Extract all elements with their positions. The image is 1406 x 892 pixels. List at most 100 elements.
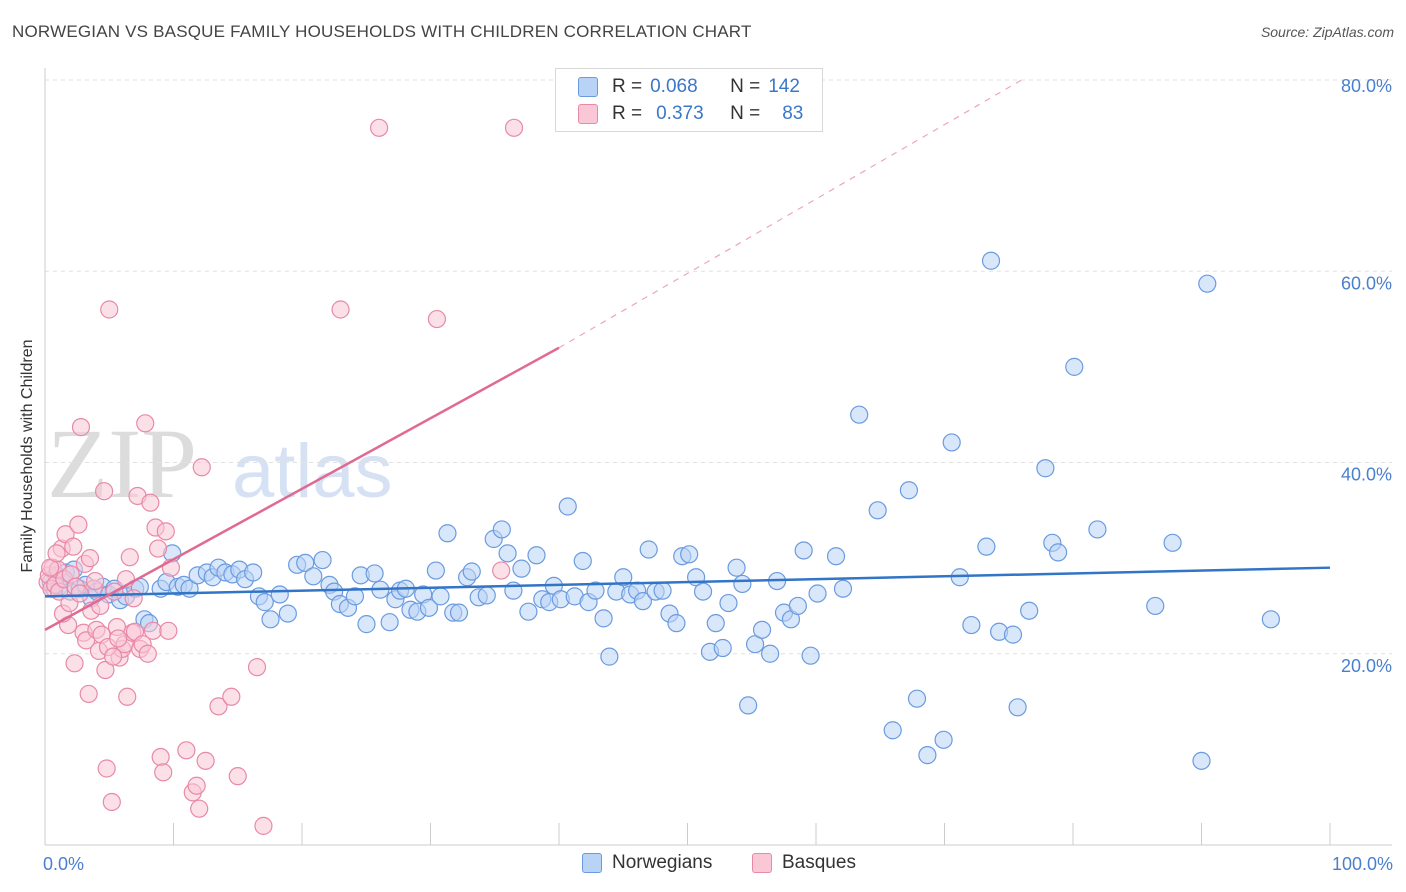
basque-point xyxy=(159,621,178,640)
norwegian-point xyxy=(261,610,280,629)
norwegian-point xyxy=(868,501,887,520)
basque-point xyxy=(143,621,163,640)
norwegian-point xyxy=(1146,596,1165,616)
basques-trend-line xyxy=(44,346,560,631)
legend-label-norwegians: Norwegians xyxy=(612,852,713,873)
basque-point xyxy=(70,584,89,603)
norwegian-point xyxy=(1163,533,1182,552)
basque-point xyxy=(65,654,84,673)
norwegians-trend-line xyxy=(44,566,1331,598)
norwegian-point xyxy=(713,638,732,658)
norwegians-legend-icon xyxy=(582,853,602,873)
norwegian-point xyxy=(365,564,384,583)
norwegian-point xyxy=(296,553,315,573)
r-label: R = xyxy=(612,76,643,97)
norwegian-point xyxy=(357,615,376,634)
legend-row-basques: R = 0.373 N = 83 xyxy=(578,101,803,127)
norwegian-point xyxy=(527,546,546,565)
basque-point xyxy=(97,759,116,778)
n-value: 83 xyxy=(782,103,804,124)
norwegian-point xyxy=(788,596,807,616)
norwegian-point xyxy=(808,584,827,603)
norwegian-point xyxy=(586,581,605,600)
norwegian-point xyxy=(431,587,450,606)
norwegian-point xyxy=(883,721,902,740)
norwegian-point xyxy=(1198,274,1217,293)
norwegian-point xyxy=(706,614,725,633)
basque-point xyxy=(492,561,511,580)
basque-point xyxy=(190,799,209,818)
basque-point xyxy=(148,539,168,558)
source-label: Source: ZipAtlas.com xyxy=(1260,24,1394,40)
norwegian-point xyxy=(426,561,445,580)
basque-point xyxy=(95,482,114,501)
legend-item-basques: Basques xyxy=(752,852,856,874)
norwegian-point xyxy=(918,746,937,765)
basque-point xyxy=(104,647,123,666)
norwegians-swatch-icon xyxy=(578,77,598,97)
r-label: R = xyxy=(612,103,643,124)
basque-point xyxy=(209,697,228,716)
basque-point xyxy=(124,589,143,608)
norwegian-point xyxy=(850,405,869,424)
y-tick-label: 60.0% xyxy=(1341,273,1392,293)
y-tick-label: 20.0% xyxy=(1341,656,1392,676)
basque-point xyxy=(151,747,170,767)
norwegian-point xyxy=(833,579,853,598)
norwegian-point xyxy=(1020,601,1039,620)
norwegian-point xyxy=(573,551,592,571)
norwegian-point xyxy=(255,593,274,612)
norwegian-point xyxy=(345,587,365,606)
norwegian-point xyxy=(733,574,752,594)
norwegian-point xyxy=(719,593,738,613)
norwegian-point xyxy=(977,537,996,556)
basque-point xyxy=(120,548,139,567)
norwegian-point xyxy=(801,646,820,665)
basque-point xyxy=(138,644,157,663)
norwegian-point xyxy=(752,620,772,639)
r-value: 0.373 xyxy=(656,103,704,124)
norwegian-point xyxy=(419,598,439,617)
norwegian-point xyxy=(558,497,577,516)
basque-point xyxy=(141,493,160,512)
norwegian-point xyxy=(934,730,953,749)
norwegian-point xyxy=(477,586,496,605)
norwegian-point xyxy=(1088,520,1107,539)
basques-legend-icon xyxy=(752,853,772,873)
basque-point xyxy=(100,300,119,319)
points-layer xyxy=(38,118,1280,835)
norwegian-point xyxy=(907,689,927,708)
norwegian-point xyxy=(278,604,297,623)
trend-layer xyxy=(44,79,1331,631)
norwegian-point xyxy=(492,520,511,539)
norwegian-point xyxy=(761,644,780,663)
basque-point xyxy=(71,418,91,437)
legend-item-norwegians: Norwegians xyxy=(582,852,712,874)
norwegian-point xyxy=(899,481,919,500)
n-label: N = xyxy=(730,76,761,97)
basque-point xyxy=(64,537,83,556)
norwegian-point xyxy=(739,696,758,715)
basque-point xyxy=(228,767,247,786)
basque-point xyxy=(109,629,128,648)
basque-point xyxy=(96,660,115,680)
correlation-legend: R = 0.068 N = 142 R = 0.373 N = 83 xyxy=(555,68,823,132)
basque-point xyxy=(504,118,524,137)
watermark-zip: ZIP xyxy=(47,408,197,519)
norwegian-point xyxy=(244,563,263,582)
basque-point xyxy=(86,571,105,591)
norwegian-point xyxy=(680,545,699,564)
basque-point xyxy=(69,515,88,534)
norwegian-point xyxy=(942,433,961,452)
axis-layer: 20.0% 40.0% 60.0% 80.0% 0.0% 100.0% xyxy=(43,68,1393,874)
basque-point xyxy=(80,549,100,568)
norwegian-point xyxy=(962,615,981,635)
legend-row-norwegians: R = 0.068 N = 142 xyxy=(578,74,800,100)
y-tick-label: 40.0% xyxy=(1341,465,1392,485)
x-tick-label: 100.0% xyxy=(1332,854,1393,874)
norwegian-point xyxy=(512,559,531,578)
norwegian-point xyxy=(693,582,713,601)
basque-point xyxy=(370,118,389,137)
norwegian-point xyxy=(1003,625,1023,644)
